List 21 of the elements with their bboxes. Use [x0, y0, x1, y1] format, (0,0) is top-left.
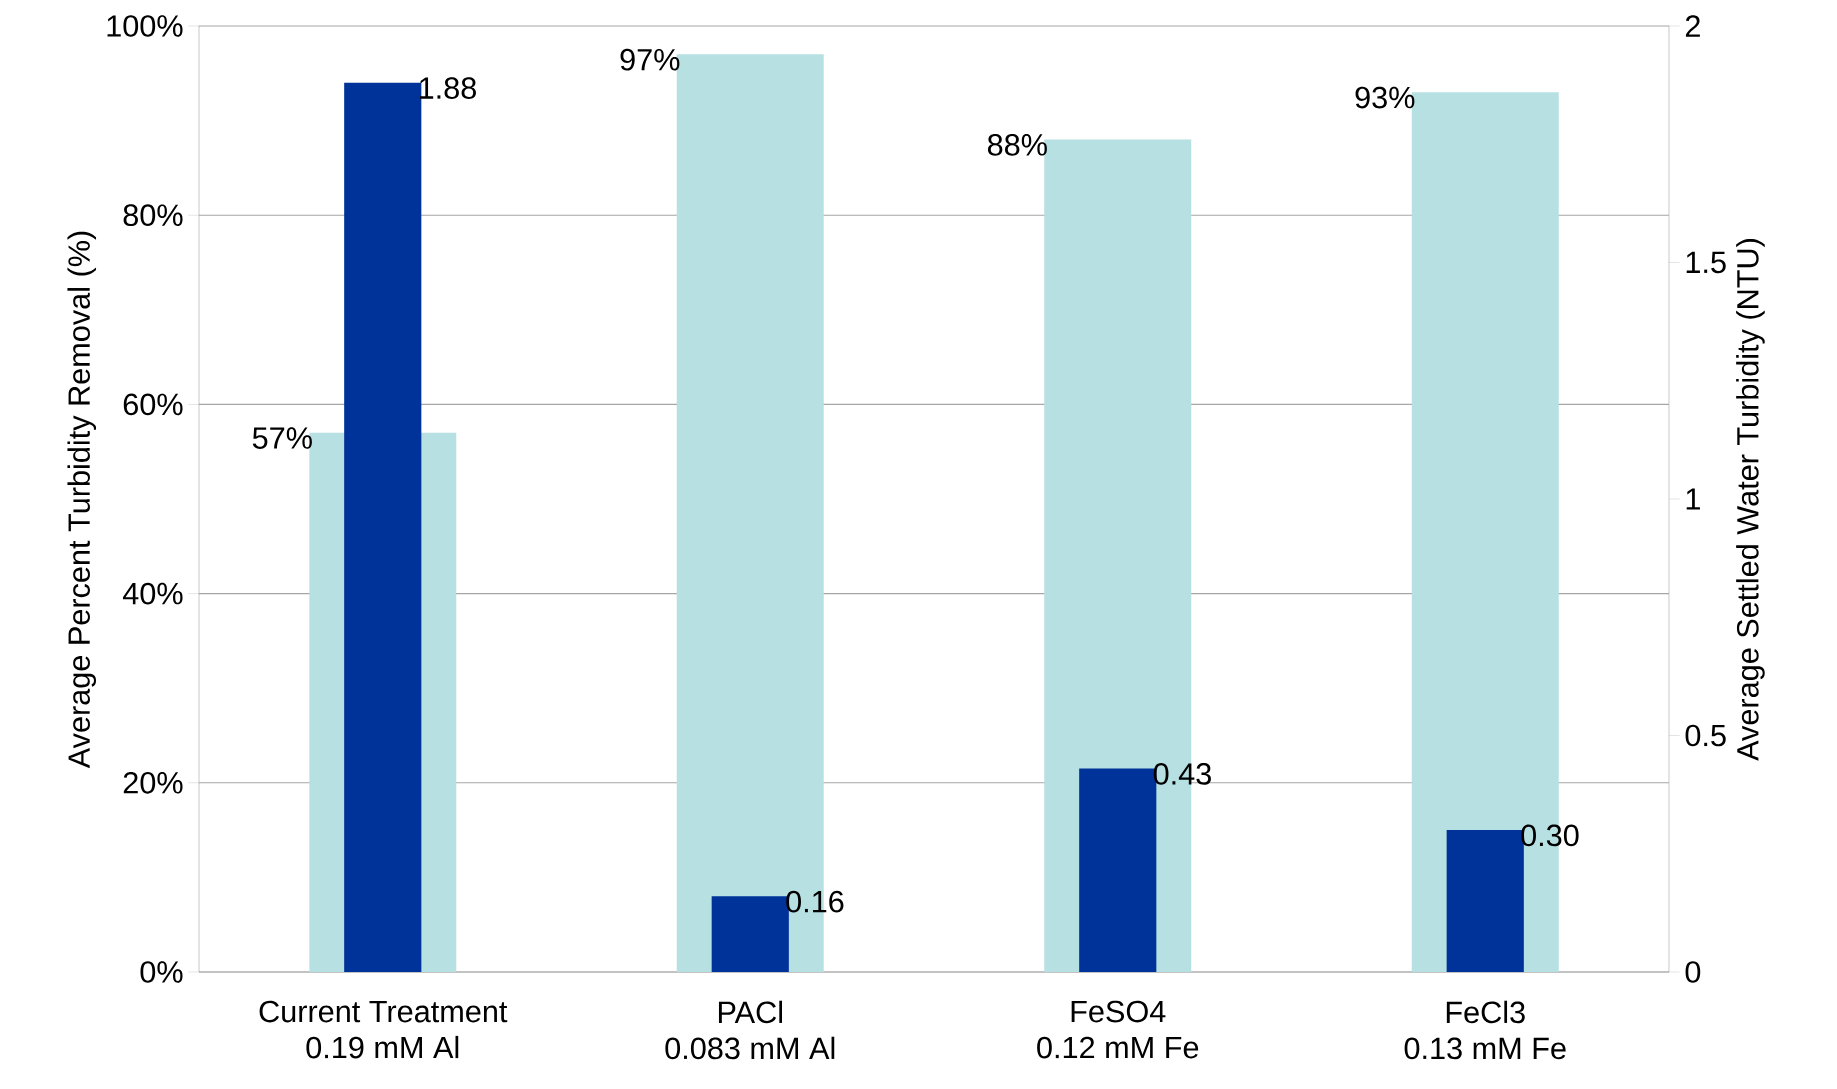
- y-tick-label: 80%: [123, 204, 183, 227]
- x-tick-label: Current Treatment 0.19 mM Al: [259, 1000, 508, 1059]
- y-tick-label: 20%: [123, 771, 183, 794]
- y-tick-label: 100%: [107, 15, 183, 37]
- y2-tick-label: 1.5: [1686, 251, 1726, 274]
- x-tick-label: PACl 0.083 mM Al: [665, 1000, 835, 1060]
- x-tick-label: FeCl3 0.13 mM Fe: [1404, 1000, 1566, 1060]
- y2-tick-label: 0: [1685, 961, 1701, 983]
- data-label: 93%: [1355, 86, 1415, 109]
- data-label: 57%: [252, 427, 312, 449]
- x-tick-label: FeSO4 0.12 mM Fe: [1037, 1000, 1199, 1059]
- y-tick-label: 0%: [140, 961, 183, 983]
- data-label: 97%: [620, 48, 680, 71]
- data-label: 88%: [987, 133, 1047, 156]
- y2-tick-label: 2: [1685, 15, 1700, 37]
- y-axis-title: Average Percent Turbidity Removal (%): [67, 231, 97, 769]
- y2-tick-label: 1: [1686, 488, 1700, 510]
- y-tick-label: 40%: [122, 582, 183, 605]
- y2-axis-title: Average Settled Water Turbidity (NTU): [1736, 239, 1765, 761]
- y2-tick-label: 0.5: [1685, 724, 1726, 747]
- y-tick-label: 60%: [123, 393, 183, 416]
